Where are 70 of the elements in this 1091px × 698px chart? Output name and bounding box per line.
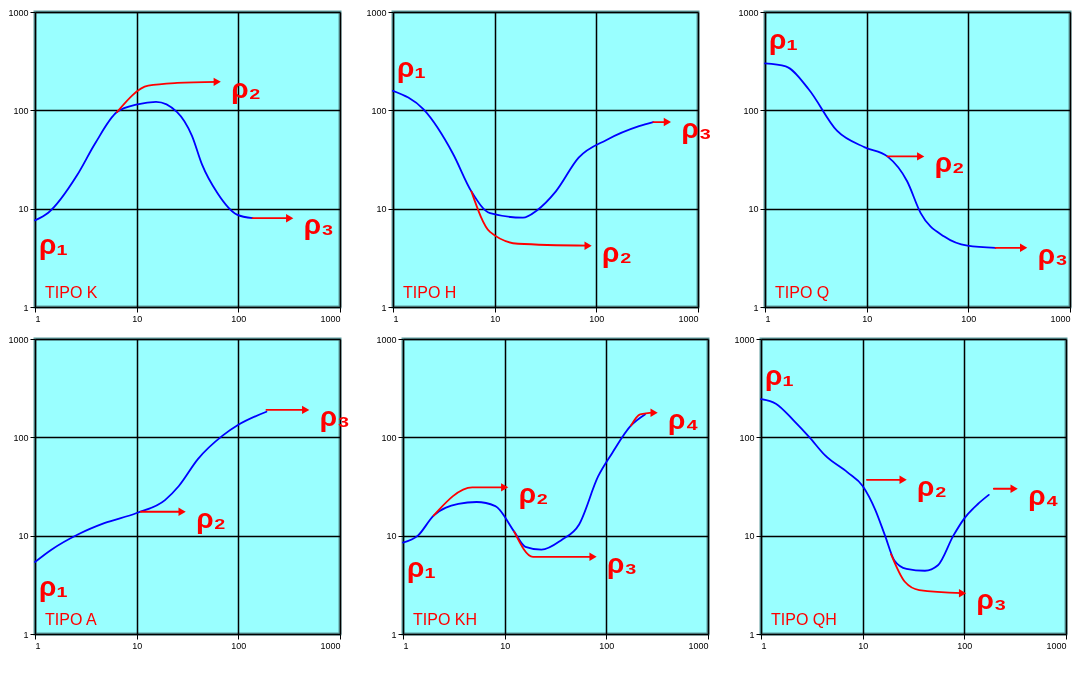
x-tick-label: 1 (35, 313, 41, 324)
y-tick-label: 10 (748, 204, 759, 215)
x-tick-label: 10 (132, 640, 143, 651)
y-tick-label: 100 (13, 105, 29, 116)
annotation: ρ₁ (39, 570, 68, 602)
x-tick-label: 1000 (1050, 313, 1071, 324)
x-tick-label: 1000 (320, 313, 341, 324)
y-tick-label: 100 (743, 105, 759, 116)
annotation: ρ₁ (407, 551, 436, 583)
annotation: ρ₂ (934, 147, 965, 179)
y-tick-label: 1000 (738, 7, 759, 18)
annotation: ρ₄ (1028, 479, 1059, 511)
x-tick-label: 100 (599, 640, 615, 651)
x-tick-label: 1000 (1046, 640, 1067, 651)
annotation: TIPO H (403, 284, 457, 301)
annotation: TIPO Q (775, 284, 830, 301)
annotation: ρ₃ (607, 547, 638, 579)
annotation: ρ₃ (303, 209, 334, 241)
x-tick-label: 100 (957, 640, 973, 651)
annotation: ρ₃ (1037, 238, 1068, 270)
x-tick-label: 1000 (688, 640, 709, 651)
x-tick-label: 1 (765, 313, 771, 324)
y-tick-label: 1 (23, 629, 29, 640)
y-tick-label: 10 (744, 531, 755, 542)
x-tick-label: 10 (490, 313, 501, 324)
y-tick-label: 1 (23, 302, 29, 313)
y-tick-label: 1 (753, 302, 759, 313)
x-tick-label: 100 (231, 313, 247, 324)
x-tick-label: 1 (761, 640, 767, 651)
x-tick-label: 10 (500, 640, 511, 651)
y-tick-label: 1000 (8, 334, 29, 345)
annotation: TIPO A (45, 611, 97, 628)
y-tick-label: 10 (18, 531, 29, 542)
x-tick-label: 100 (231, 640, 247, 651)
y-tick-label: 100 (371, 105, 387, 116)
y-tick-label: 10 (376, 204, 387, 215)
annotation: ρ₁ (39, 229, 68, 261)
y-tick-label: 1000 (734, 334, 755, 345)
annotation: ρ₂ (602, 236, 632, 268)
x-tick-label: 1000 (678, 313, 699, 324)
annotation: ρ₂ (196, 502, 226, 534)
y-tick-label: 1000 (376, 334, 397, 345)
x-tick-label: 1000 (320, 640, 341, 651)
annotation: ρ₄ (668, 403, 699, 435)
y-tick-label: 1 (391, 629, 397, 640)
annotation: ρ₂ (917, 470, 947, 502)
x-tick-label: 10 (132, 313, 143, 324)
x-tick-label: 100 (589, 313, 605, 324)
x-tick-label: 1 (403, 640, 409, 651)
y-tick-label: 100 (739, 432, 755, 443)
annotation: TIPO QH (771, 611, 837, 628)
x-tick-label: 10 (858, 640, 869, 651)
y-tick-label: 1 (749, 629, 755, 640)
annotation: ρ₁ (397, 51, 426, 83)
y-tick-label: 1000 (8, 7, 29, 18)
x-tick-label: 10 (862, 313, 873, 324)
annotation: ρ₁ (765, 360, 794, 392)
x-tick-label: 100 (961, 313, 977, 324)
annotation: TIPO KH (413, 611, 478, 628)
annotation: ρ₃ (976, 584, 1007, 616)
y-tick-label: 1000 (366, 7, 387, 18)
annotation: ρ₂ (518, 478, 549, 510)
y-tick-label: 10 (18, 204, 29, 215)
y-tick-label: 10 (386, 531, 397, 542)
y-tick-label: 100 (13, 432, 29, 443)
y-tick-label: 1 (381, 302, 387, 313)
annotation: ρ₁ (769, 24, 798, 56)
y-tick-label: 100 (381, 432, 397, 443)
annotation: TIPO K (45, 284, 98, 301)
x-tick-label: 1 (35, 640, 41, 651)
